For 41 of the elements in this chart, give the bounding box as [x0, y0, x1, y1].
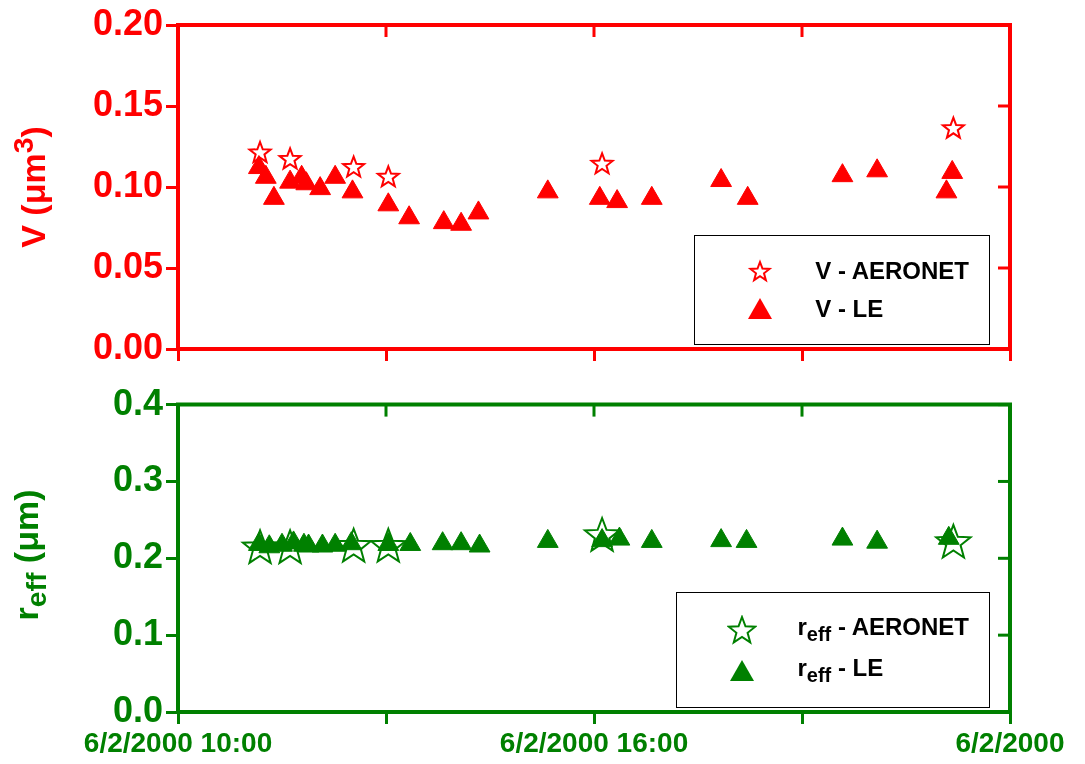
legend-label: r$_{eff}$ - LE: [797, 654, 884, 687]
y-tick-label: 0.00: [92, 325, 163, 367]
point: [324, 164, 347, 184]
y-tick-label: 0.2: [112, 535, 163, 577]
point: [866, 158, 888, 178]
point: [342, 155, 366, 178]
point: [941, 159, 964, 179]
y-tick-label: 0.05: [92, 244, 163, 286]
point: [309, 176, 332, 196]
x-tick-label: 6/2/2000: [955, 726, 1065, 758]
y-tick-label: 0.20: [92, 1, 163, 43]
point: [588, 185, 611, 205]
point: [935, 179, 958, 199]
point: [376, 165, 400, 188]
x-tick-label: 6/2/2000 16:00: [499, 726, 689, 758]
point: [432, 210, 455, 230]
point: [278, 147, 302, 170]
y-tick-label: 0.10: [92, 163, 163, 205]
point: [341, 179, 364, 199]
point: [831, 163, 854, 183]
point: [640, 185, 663, 205]
y-tick-label: 0.15: [92, 82, 163, 124]
point: [248, 140, 272, 163]
point: [254, 164, 277, 184]
y-tick-label: 0.4: [112, 381, 163, 423]
point: [710, 168, 732, 188]
point: [736, 185, 759, 205]
legend-label: V - AERONET: [815, 257, 969, 285]
point: [590, 152, 614, 175]
point: [450, 211, 472, 231]
point: [467, 200, 490, 220]
point: [536, 179, 559, 199]
point: [941, 116, 965, 139]
legend-label: V - LE: [815, 295, 884, 323]
point: [398, 205, 420, 225]
y-tick-label: 0.3: [112, 458, 163, 500]
point: [606, 189, 628, 209]
y-tick-label: 0.1: [112, 612, 163, 654]
point: [377, 192, 400, 212]
legend-label: r$_{eff}$ - AERONET: [797, 613, 969, 647]
point: [263, 185, 285, 205]
